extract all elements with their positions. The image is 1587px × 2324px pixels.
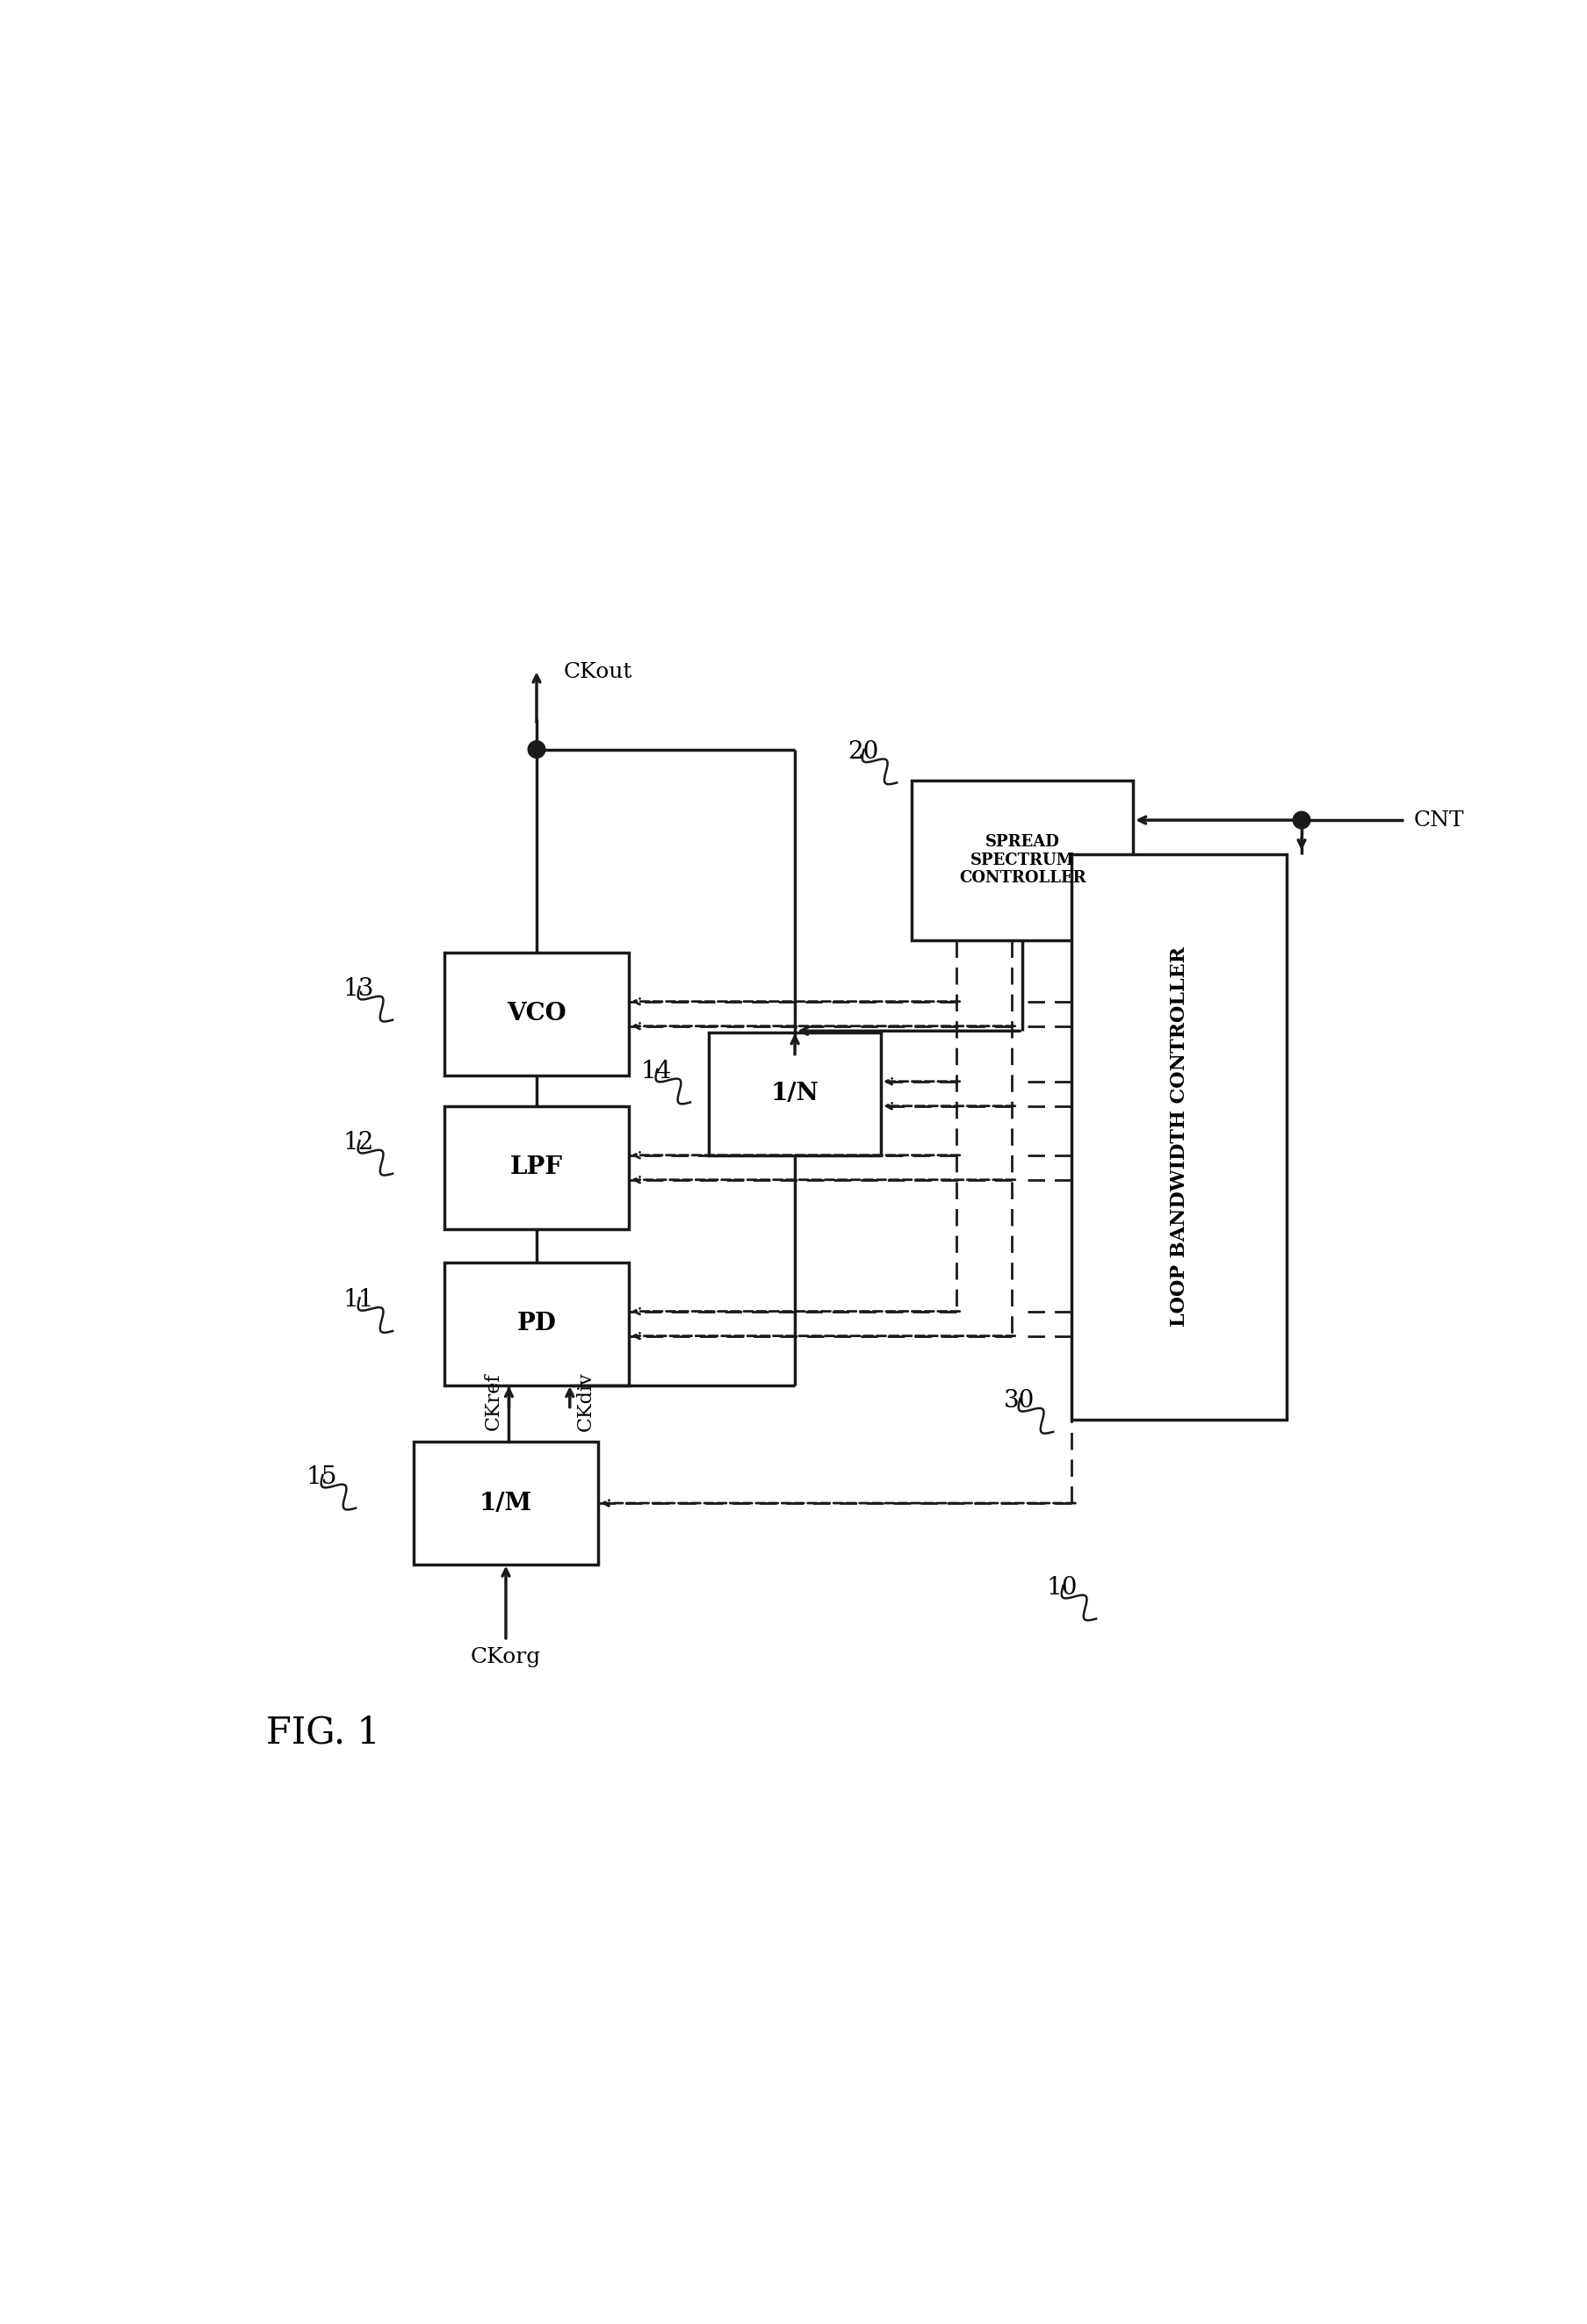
Text: FIG. 1: FIG. 1 [267, 1715, 379, 1752]
Bar [444, 953, 628, 1076]
Text: 14: 14 [641, 1060, 671, 1083]
Text: CKref: CKref [484, 1373, 503, 1429]
Text: CNT: CNT [1414, 811, 1465, 830]
Text: 12: 12 [343, 1132, 375, 1155]
Text: LOOP BANDWIDTH CONTROLLER: LOOP BANDWIDTH CONTROLLER [1170, 946, 1189, 1327]
Text: SPREAD
SPECTRUM
CONTROLLER: SPREAD SPECTRUM CONTROLLER [959, 834, 1086, 885]
Text: 20: 20 [847, 739, 879, 765]
Bar [1071, 853, 1287, 1420]
Circle shape [1293, 811, 1311, 830]
Text: 13: 13 [343, 978, 375, 1002]
Text: 10: 10 [1046, 1576, 1078, 1599]
Text: VCO: VCO [506, 1002, 567, 1025]
Text: 1/N: 1/N [771, 1083, 819, 1106]
Text: 15: 15 [306, 1466, 338, 1490]
Text: 11: 11 [343, 1287, 375, 1313]
Text: CKorg: CKorg [471, 1648, 541, 1666]
Bar [414, 1441, 598, 1564]
Circle shape [528, 741, 546, 758]
Text: PD: PD [517, 1311, 557, 1336]
Bar [911, 781, 1133, 939]
Bar [444, 1106, 628, 1229]
Text: CKout: CKout [563, 662, 633, 681]
Bar [444, 1262, 628, 1385]
Text: 1/M: 1/M [479, 1492, 532, 1515]
Bar [709, 1032, 881, 1155]
Text: 30: 30 [1003, 1390, 1035, 1413]
Text: CKdiv: CKdiv [576, 1371, 595, 1432]
Text: LPF: LPF [511, 1155, 563, 1178]
